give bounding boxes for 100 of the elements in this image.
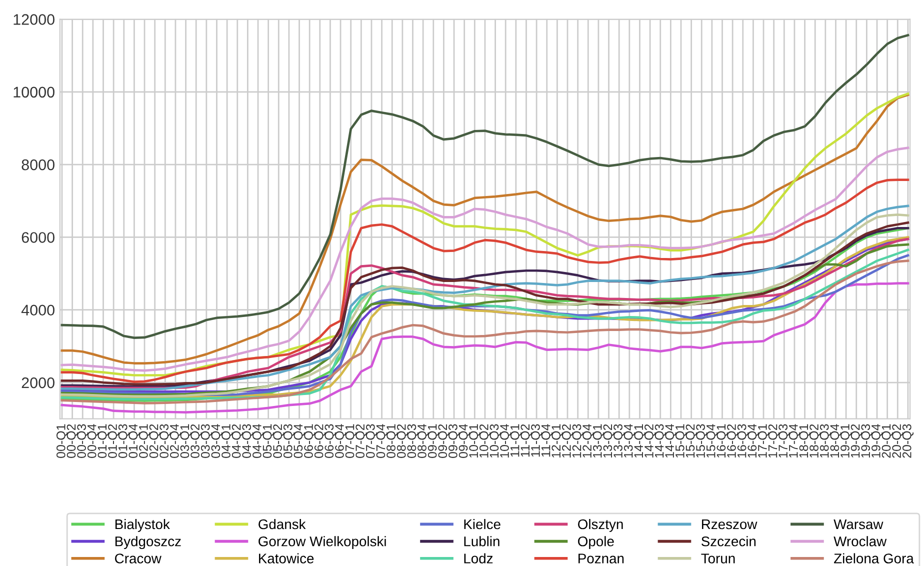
x-tick-label: 00-Q1 bbox=[56, 424, 68, 458]
x-tick-label: 17-Q4 bbox=[788, 424, 800, 458]
legend-label: Wroclaw bbox=[834, 536, 887, 546]
y-tick-label: 4000 bbox=[21, 304, 54, 316]
x-tick-label: 17-Q1 bbox=[758, 424, 770, 458]
x-tick-label: 03-Q3 bbox=[200, 424, 212, 458]
x-tick-label: 14-Q4 bbox=[665, 424, 676, 458]
x-tick-label: 06-Q1 bbox=[304, 424, 316, 458]
y-tick-label: 10000 bbox=[14, 86, 54, 98]
x-tick-label: 18-Q4 bbox=[830, 424, 842, 458]
x-tick-label: 10-Q3 bbox=[490, 424, 501, 458]
x-tick-label: 02-Q4 bbox=[170, 424, 182, 458]
x-tick-label: 13-Q3 bbox=[614, 424, 625, 458]
x-tick-label: 16-Q4 bbox=[748, 424, 759, 458]
x-tick-label: 03-Q2 bbox=[190, 424, 202, 458]
x-tick-label: 06-Q2 bbox=[314, 424, 326, 458]
x-tick-label: 13-Q2 bbox=[603, 424, 614, 458]
x-tick-label: 20-Q2 bbox=[892, 424, 904, 458]
legend-label: Lublin bbox=[464, 536, 500, 546]
x-tick-label: 01-Q1 bbox=[98, 424, 109, 458]
x-tick-label: 15-Q3 bbox=[696, 424, 708, 458]
x-tick-label: 06-Q4 bbox=[335, 424, 346, 458]
x-tick-label: 18-Q2 bbox=[810, 424, 821, 458]
x-tick-label: 12-Q3 bbox=[572, 424, 584, 458]
legend-label: Gorzow Wielkopolski bbox=[258, 536, 386, 550]
legend-label: Cracow bbox=[115, 554, 162, 564]
legend-label: Opole bbox=[578, 536, 614, 550]
x-tick-label: 11-Q2 bbox=[520, 424, 532, 457]
x-tick-label: 17-Q3 bbox=[778, 424, 790, 458]
x-tick-label: 19-Q2 bbox=[850, 424, 862, 458]
x-tick-label: 11-Q3 bbox=[531, 424, 542, 457]
x-tick-label: 00-Q3 bbox=[77, 424, 88, 458]
x-tick-label: 19-Q1 bbox=[840, 424, 852, 458]
x-tick-label: 00-Q2 bbox=[66, 424, 78, 458]
x-tick-label: 11-Q4 bbox=[541, 424, 552, 457]
x-tick-label: 14-Q2 bbox=[644, 424, 656, 458]
x-tick-label: 09-Q4 bbox=[458, 424, 470, 458]
x-tick-label: 02-Q2 bbox=[149, 424, 160, 458]
x-tick-label: 04-Q3 bbox=[242, 424, 254, 458]
x-tick-label: 07-Q4 bbox=[376, 424, 388, 458]
legend-label: Bialystok bbox=[115, 518, 170, 532]
x-tick-label: 02-Q3 bbox=[160, 424, 171, 458]
x-tick-label: 05-Q2 bbox=[273, 424, 284, 458]
legend-label: Katowice bbox=[259, 553, 314, 564]
x-tick-label: 08-Q2 bbox=[396, 424, 408, 458]
x-tick-label: 05-Q3 bbox=[283, 424, 295, 458]
x-tick-label: 16-Q1 bbox=[716, 424, 728, 458]
x-tick-label: 05-Q1 bbox=[262, 424, 274, 458]
legend-label: Bydgoszcz bbox=[115, 536, 181, 550]
x-tick-label: 07-Q2 bbox=[356, 424, 367, 458]
x-tick-label: 07-Q3 bbox=[366, 424, 378, 458]
x-tick-label: 13-Q4 bbox=[624, 424, 635, 458]
x-tick-label: 06-Q3 bbox=[324, 424, 336, 458]
x-tick-label: 01-Q3 bbox=[118, 424, 130, 458]
x-tick-label: 10-Q2 bbox=[479, 424, 491, 458]
x-tick-label: 04-Q2 bbox=[232, 424, 243, 458]
x-tick-label: 04-Q1 bbox=[222, 424, 233, 458]
legend-label: Poznan bbox=[578, 554, 624, 564]
y-tick-label: 8000 bbox=[22, 159, 54, 170]
y-tick-label: 2000 bbox=[22, 377, 54, 388]
x-tick-label: 08-Q3 bbox=[407, 424, 418, 458]
x-tick-label: 15-Q2 bbox=[686, 424, 697, 458]
x-tick-label: 14-Q3 bbox=[654, 424, 666, 458]
x-tick-label: 03-Q4 bbox=[211, 424, 222, 458]
legend-label: Lodz bbox=[464, 553, 493, 564]
x-tick-label: 00-Q4 bbox=[87, 424, 99, 458]
line-series bbox=[60, 178, 910, 383]
x-tick-label: 17-Q2 bbox=[768, 424, 780, 458]
x-tick-label: 11-Q1 bbox=[510, 424, 522, 457]
x-tick-label: 15-Q1 bbox=[675, 424, 687, 458]
x-tick-label: 18-Q3 bbox=[820, 424, 832, 458]
line-series bbox=[60, 282, 910, 414]
x-tick-label: 09-Q3 bbox=[448, 424, 460, 458]
line-series bbox=[60, 34, 910, 340]
line-series bbox=[60, 146, 910, 372]
x-tick-label: 16-Q2 bbox=[727, 424, 738, 458]
legend-label: Zielona Gora bbox=[834, 553, 914, 564]
x-tick-label: 10-Q4 bbox=[500, 424, 512, 458]
legend-label: Warsaw bbox=[834, 519, 884, 530]
legend-label: Olsztyn bbox=[578, 518, 623, 532]
x-tick-label: 13-Q1 bbox=[592, 424, 604, 458]
x-tick-label: 20-Q1 bbox=[882, 424, 893, 458]
x-tick-label: 08-Q4 bbox=[418, 424, 429, 458]
y-tick-label: 6000 bbox=[22, 232, 54, 243]
x-tick-label: 04-Q4 bbox=[252, 424, 264, 458]
x-tick-label: 03-Q1 bbox=[180, 424, 192, 458]
legend-label: Torun bbox=[701, 554, 735, 564]
x-tick-label: 14-Q1 bbox=[634, 424, 646, 458]
x-tick-label: 19-Q4 bbox=[872, 424, 883, 458]
x-tick-label: 02-Q1 bbox=[139, 424, 150, 458]
x-tick-label: 01-Q4 bbox=[128, 424, 140, 458]
x-tick-label: 07-Q1 bbox=[345, 424, 356, 458]
x-tick-label: 05-Q4 bbox=[294, 424, 305, 458]
x-tick-label: 12-Q2 bbox=[562, 424, 574, 458]
x-tick-label: 15-Q4 bbox=[706, 424, 718, 458]
x-tick-label: 19-Q3 bbox=[861, 424, 872, 458]
x-tick-label: 09-Q1 bbox=[428, 424, 439, 458]
x-tick-label: 09-Q2 bbox=[438, 424, 450, 458]
x-tick-label: 12-Q4 bbox=[582, 424, 594, 458]
legend-label: Szczecin bbox=[701, 536, 756, 546]
